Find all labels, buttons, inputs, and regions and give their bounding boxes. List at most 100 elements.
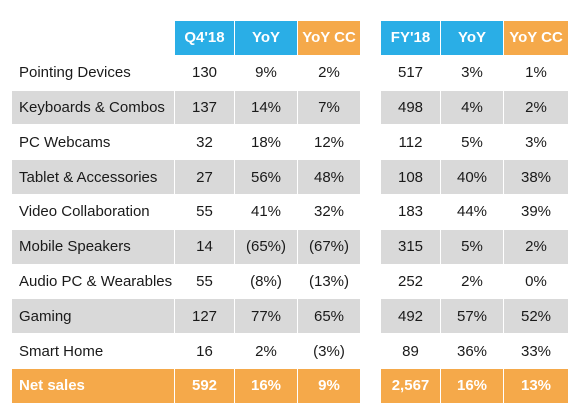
yoy-cc-value: (67%)	[298, 229, 361, 265]
yoy-cc-value: (3%)	[298, 334, 361, 369]
yoy-value: 9%	[235, 55, 298, 91]
table-row: Mobile Speakers 14 (65%) (67%) 315 5% 2%	[12, 229, 568, 265]
column-gap	[361, 194, 381, 230]
net-sales-label: Net sales	[12, 368, 175, 404]
row-label: Mobile Speakers	[12, 229, 175, 265]
q4-value: 127	[175, 299, 235, 335]
header-fy: FY'18	[381, 21, 441, 56]
fy-value: 498	[381, 90, 441, 126]
fy-yoy-value: 57%	[441, 299, 504, 335]
fy-value: 89	[381, 334, 441, 369]
yoy-cc-value: 12%	[298, 125, 361, 161]
yoy-value: 14%	[235, 90, 298, 126]
net-sales-fy: 2,567	[381, 368, 441, 404]
fy-yoy-cc-value: 2%	[504, 90, 568, 126]
column-gap	[361, 55, 381, 91]
header-yoy: YoY	[235, 21, 298, 56]
table-row: Smart Home 16 2% (3%) 89 36% 33%	[12, 334, 568, 369]
q4-value: 14	[175, 229, 235, 265]
fy-yoy-cc-value: 39%	[504, 194, 568, 230]
row-label: PC Webcams	[12, 125, 175, 161]
column-gap	[361, 90, 381, 126]
header-yoy-cc: YoY CC	[298, 21, 361, 56]
header-fy-yoy-cc: YoY CC	[504, 21, 568, 56]
fy-yoy-value: 36%	[441, 334, 504, 369]
fy-yoy-cc-value: 1%	[504, 55, 568, 91]
table-row: Keyboards & Combos 137 14% 7% 498 4% 2%	[12, 90, 568, 126]
yoy-cc-value: 7%	[298, 90, 361, 126]
fy-yoy-value: 5%	[441, 125, 504, 161]
net-sales-q4: 592	[175, 368, 235, 404]
table-row: Pointing Devices 130 9% 2% 517 3% 1%	[12, 55, 568, 91]
fy-yoy-cc-value: 2%	[504, 229, 568, 265]
yoy-cc-value: 48%	[298, 160, 361, 195]
fy-value: 112	[381, 125, 441, 161]
fy-value: 517	[381, 55, 441, 91]
fy-value: 315	[381, 229, 441, 265]
fy-value: 252	[381, 264, 441, 300]
table-row: PC Webcams 32 18% 12% 112 5% 3%	[12, 125, 568, 161]
net-sales-yoy-cc: 9%	[298, 368, 361, 404]
yoy-value: 41%	[235, 194, 298, 230]
net-sales-fy-yoy: 16%	[441, 368, 504, 404]
q4-value: 55	[175, 264, 235, 300]
row-label: Pointing Devices	[12, 55, 175, 91]
yoy-value: 56%	[235, 160, 298, 195]
yoy-cc-value: 65%	[298, 299, 361, 335]
column-gap	[361, 368, 381, 404]
fy-yoy-value: 2%	[441, 264, 504, 300]
row-label: Gaming	[12, 299, 175, 335]
yoy-cc-value: 32%	[298, 194, 361, 230]
row-label: Audio PC & Wearables	[12, 264, 175, 300]
fy-yoy-cc-value: 3%	[504, 125, 568, 161]
fy-yoy-cc-value: 0%	[504, 264, 568, 300]
column-gap	[361, 21, 381, 56]
header-fy-yoy: YoY	[441, 21, 504, 56]
header-blank-cell	[12, 21, 175, 56]
yoy-cc-value: 2%	[298, 55, 361, 91]
table-row: Audio PC & Wearables 55 (8%) (13%) 252 2…	[12, 264, 568, 300]
column-gap	[361, 264, 381, 300]
table-row: Gaming 127 77% 65% 492 57% 52%	[12, 299, 568, 335]
yoy-value: (65%)	[235, 229, 298, 265]
table-row: Tablet & Accessories 27 56% 48% 108 40% …	[12, 160, 568, 195]
fy-value: 108	[381, 160, 441, 195]
column-gap	[361, 299, 381, 335]
column-gap	[361, 125, 381, 161]
row-label: Keyboards & Combos	[12, 90, 175, 126]
fy-yoy-value: 40%	[441, 160, 504, 195]
net-sales-row: Net sales 592 16% 9% 2,567 16% 13%	[12, 368, 568, 404]
q4-value: 55	[175, 194, 235, 230]
q4-value: 32	[175, 125, 235, 161]
q4-value: 137	[175, 90, 235, 126]
column-gap	[361, 229, 381, 265]
table-header-row: Q4'18 YoY YoY CC FY'18 YoY YoY CC	[12, 21, 568, 56]
q4-value: 27	[175, 160, 235, 195]
row-label: Tablet & Accessories	[12, 160, 175, 195]
row-label: Video Collaboration	[12, 194, 175, 230]
table-row: Video Collaboration 55 41% 32% 183 44% 3…	[12, 194, 568, 230]
column-gap	[361, 334, 381, 369]
yoy-value: 77%	[235, 299, 298, 335]
fy-yoy-value: 5%	[441, 229, 504, 265]
sales-table: Q4'18 YoY YoY CC FY'18 YoY YoY CC Pointi…	[12, 21, 568, 404]
fy-yoy-value: 4%	[441, 90, 504, 126]
column-gap	[361, 160, 381, 195]
yoy-cc-value: (13%)	[298, 264, 361, 300]
net-sales-yoy: 16%	[235, 368, 298, 404]
q4-value: 130	[175, 55, 235, 91]
fy-value: 492	[381, 299, 441, 335]
yoy-value: 18%	[235, 125, 298, 161]
fy-yoy-cc-value: 33%	[504, 334, 568, 369]
net-sales-fy-yoy-cc: 13%	[504, 368, 568, 404]
q4-value: 16	[175, 334, 235, 369]
fy-yoy-cc-value: 38%	[504, 160, 568, 195]
header-q4: Q4'18	[175, 21, 235, 56]
fy-yoy-value: 44%	[441, 194, 504, 230]
row-label: Smart Home	[12, 334, 175, 369]
fy-yoy-value: 3%	[441, 55, 504, 91]
yoy-value: 2%	[235, 334, 298, 369]
yoy-value: (8%)	[235, 264, 298, 300]
fy-value: 183	[381, 194, 441, 230]
fy-yoy-cc-value: 52%	[504, 299, 568, 335]
